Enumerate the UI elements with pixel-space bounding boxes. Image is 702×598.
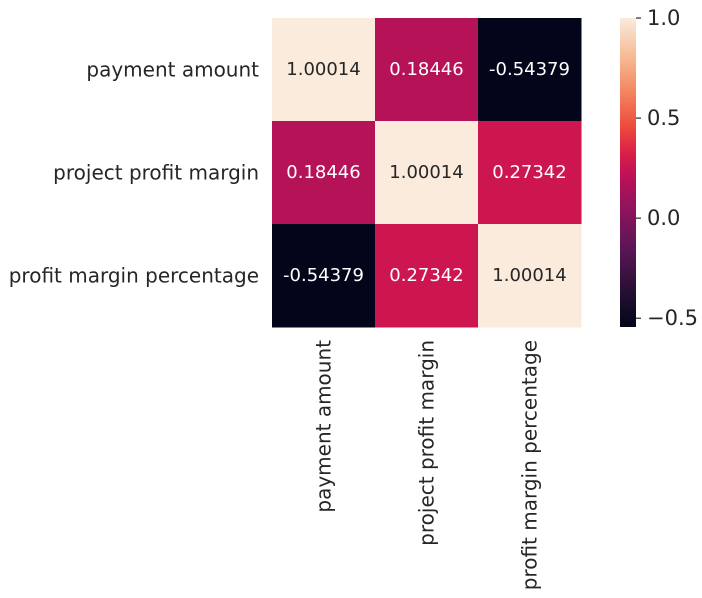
heatmap-cell <box>478 18 582 122</box>
colorbar-tick-label: 0.5 <box>647 106 680 130</box>
colorbar: −0.5 0.0 0.5 1.0 <box>620 6 698 330</box>
colorbar-tick-label: −0.5 <box>647 306 698 330</box>
heatmap-cell <box>375 121 479 225</box>
cell-value-label: 0.18446 <box>286 162 360 183</box>
heatmap-cell <box>272 121 376 225</box>
column-tick-label: project profit margin <box>415 340 439 546</box>
cell-value-label: 1.00014 <box>389 162 463 183</box>
row-tick-label: payment amount <box>86 58 259 82</box>
heatmap-cell <box>272 18 376 122</box>
row-tick-label: project profit margin <box>53 161 259 185</box>
colorbar-tick-label: 0.0 <box>647 206 680 230</box>
colorbar-gradient <box>620 18 636 327</box>
heatmap-cell-labels: 1.00014 0.18446 -0.54379 0.18446 1.00014 0.27… <box>283 59 570 286</box>
cell-value-label: 1.00014 <box>286 59 360 80</box>
column-tick-label: profit margin percentage <box>518 340 542 590</box>
cell-value-label: -0.54379 <box>489 59 570 80</box>
row-tick-labels: payment amount project profit margin profi… <box>9 58 259 288</box>
cell-value-label: 0.27342 <box>492 162 566 183</box>
cell-value-label: 0.27342 <box>389 265 463 286</box>
heatmap-cell <box>375 18 479 122</box>
heatmap-cells <box>272 18 582 328</box>
colorbar-ticks: −0.5 0.0 0.5 1.0 <box>636 6 698 330</box>
cell-value-label: 1.00014 <box>492 265 566 286</box>
column-tick-labels: payment amount project profit margin profi… <box>312 340 542 590</box>
column-tick-label: payment amount <box>312 340 336 513</box>
colorbar-tick-label: 1.0 <box>647 6 680 30</box>
row-tick-label: profit margin percentage <box>9 264 259 288</box>
heatmap-cell <box>375 224 479 328</box>
heatmap-cell <box>272 224 376 328</box>
heatmap-cell <box>478 224 582 328</box>
cell-value-label: 0.18446 <box>389 59 463 80</box>
heatmap-cell <box>478 121 582 225</box>
cell-value-label: -0.54379 <box>283 265 364 286</box>
